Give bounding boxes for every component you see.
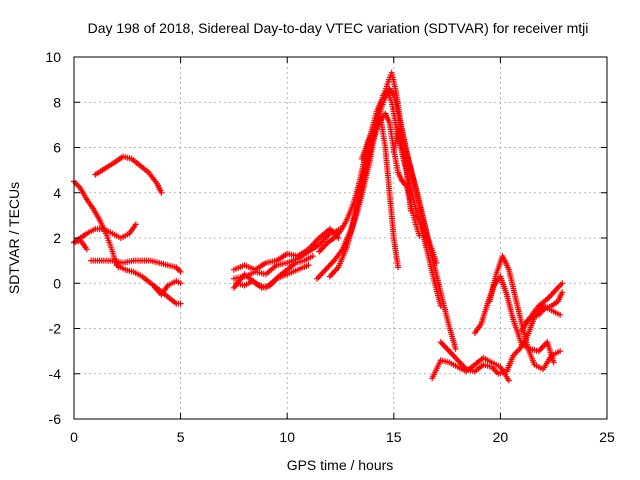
series-s12 <box>316 69 440 266</box>
y-tick-label: 10 <box>45 49 61 65</box>
y-tick-label: 4 <box>53 185 61 201</box>
data-point <box>309 253 316 260</box>
series-s24 <box>523 289 566 325</box>
data-point <box>452 345 459 352</box>
series-s19 <box>437 339 510 377</box>
x-tick-label: 5 <box>177 429 185 445</box>
series-s7 <box>152 278 184 298</box>
series-s14 <box>326 85 459 352</box>
x-tick-label: 20 <box>493 429 509 445</box>
data-point <box>550 359 557 366</box>
x-tick-label: 15 <box>386 429 402 445</box>
data-point <box>559 289 566 296</box>
axis-ticks: 0 5 10 15 20 25 -6 -4 -2 0 2 4 6 8 10 <box>45 49 615 445</box>
data-point <box>305 262 312 269</box>
series-s16 <box>358 117 402 271</box>
data-point <box>557 311 564 318</box>
x-tick-label: 10 <box>279 429 295 445</box>
series-s17 <box>390 126 414 214</box>
data-point <box>83 246 90 253</box>
data-point <box>177 280 184 287</box>
series-s18 <box>429 354 512 384</box>
y-tick-label: -2 <box>49 321 62 337</box>
y-axis-label: SDTVAR / TECUs <box>6 182 22 294</box>
data-point <box>395 264 402 271</box>
y-tick-label: -6 <box>49 411 62 427</box>
series-s6 <box>113 262 184 307</box>
data-point <box>177 300 184 307</box>
data-point <box>177 268 184 275</box>
series-s5 <box>88 257 184 275</box>
y-tick-label: 2 <box>53 230 61 246</box>
series-s1 <box>92 153 165 196</box>
series-line <box>440 341 507 375</box>
chart-title: Day 198 of 2018, Sidereal Day-to-day VTE… <box>88 20 589 36</box>
data-point <box>416 232 423 239</box>
series-s11 <box>233 253 316 291</box>
y-tick-label: -4 <box>49 366 62 382</box>
series-s15 <box>339 110 423 253</box>
y-tick-label: 0 <box>53 275 61 291</box>
y-tick-label: 6 <box>53 140 61 156</box>
data-point <box>407 207 414 214</box>
x-tick-label: 25 <box>599 429 615 445</box>
plot-frame <box>73 56 608 420</box>
data-series <box>71 69 566 384</box>
data-point <box>557 348 564 355</box>
data-point <box>132 221 139 228</box>
data-point <box>559 280 566 287</box>
series-s2 <box>71 178 122 271</box>
series-s3 <box>71 221 139 246</box>
series-s8 <box>230 225 342 273</box>
data-point <box>505 377 512 384</box>
x-axis-label: GPS time / hours <box>287 457 394 473</box>
x-tick-label: 0 <box>70 429 78 445</box>
data-point <box>158 189 165 196</box>
y-tick-label: 8 <box>53 94 61 110</box>
